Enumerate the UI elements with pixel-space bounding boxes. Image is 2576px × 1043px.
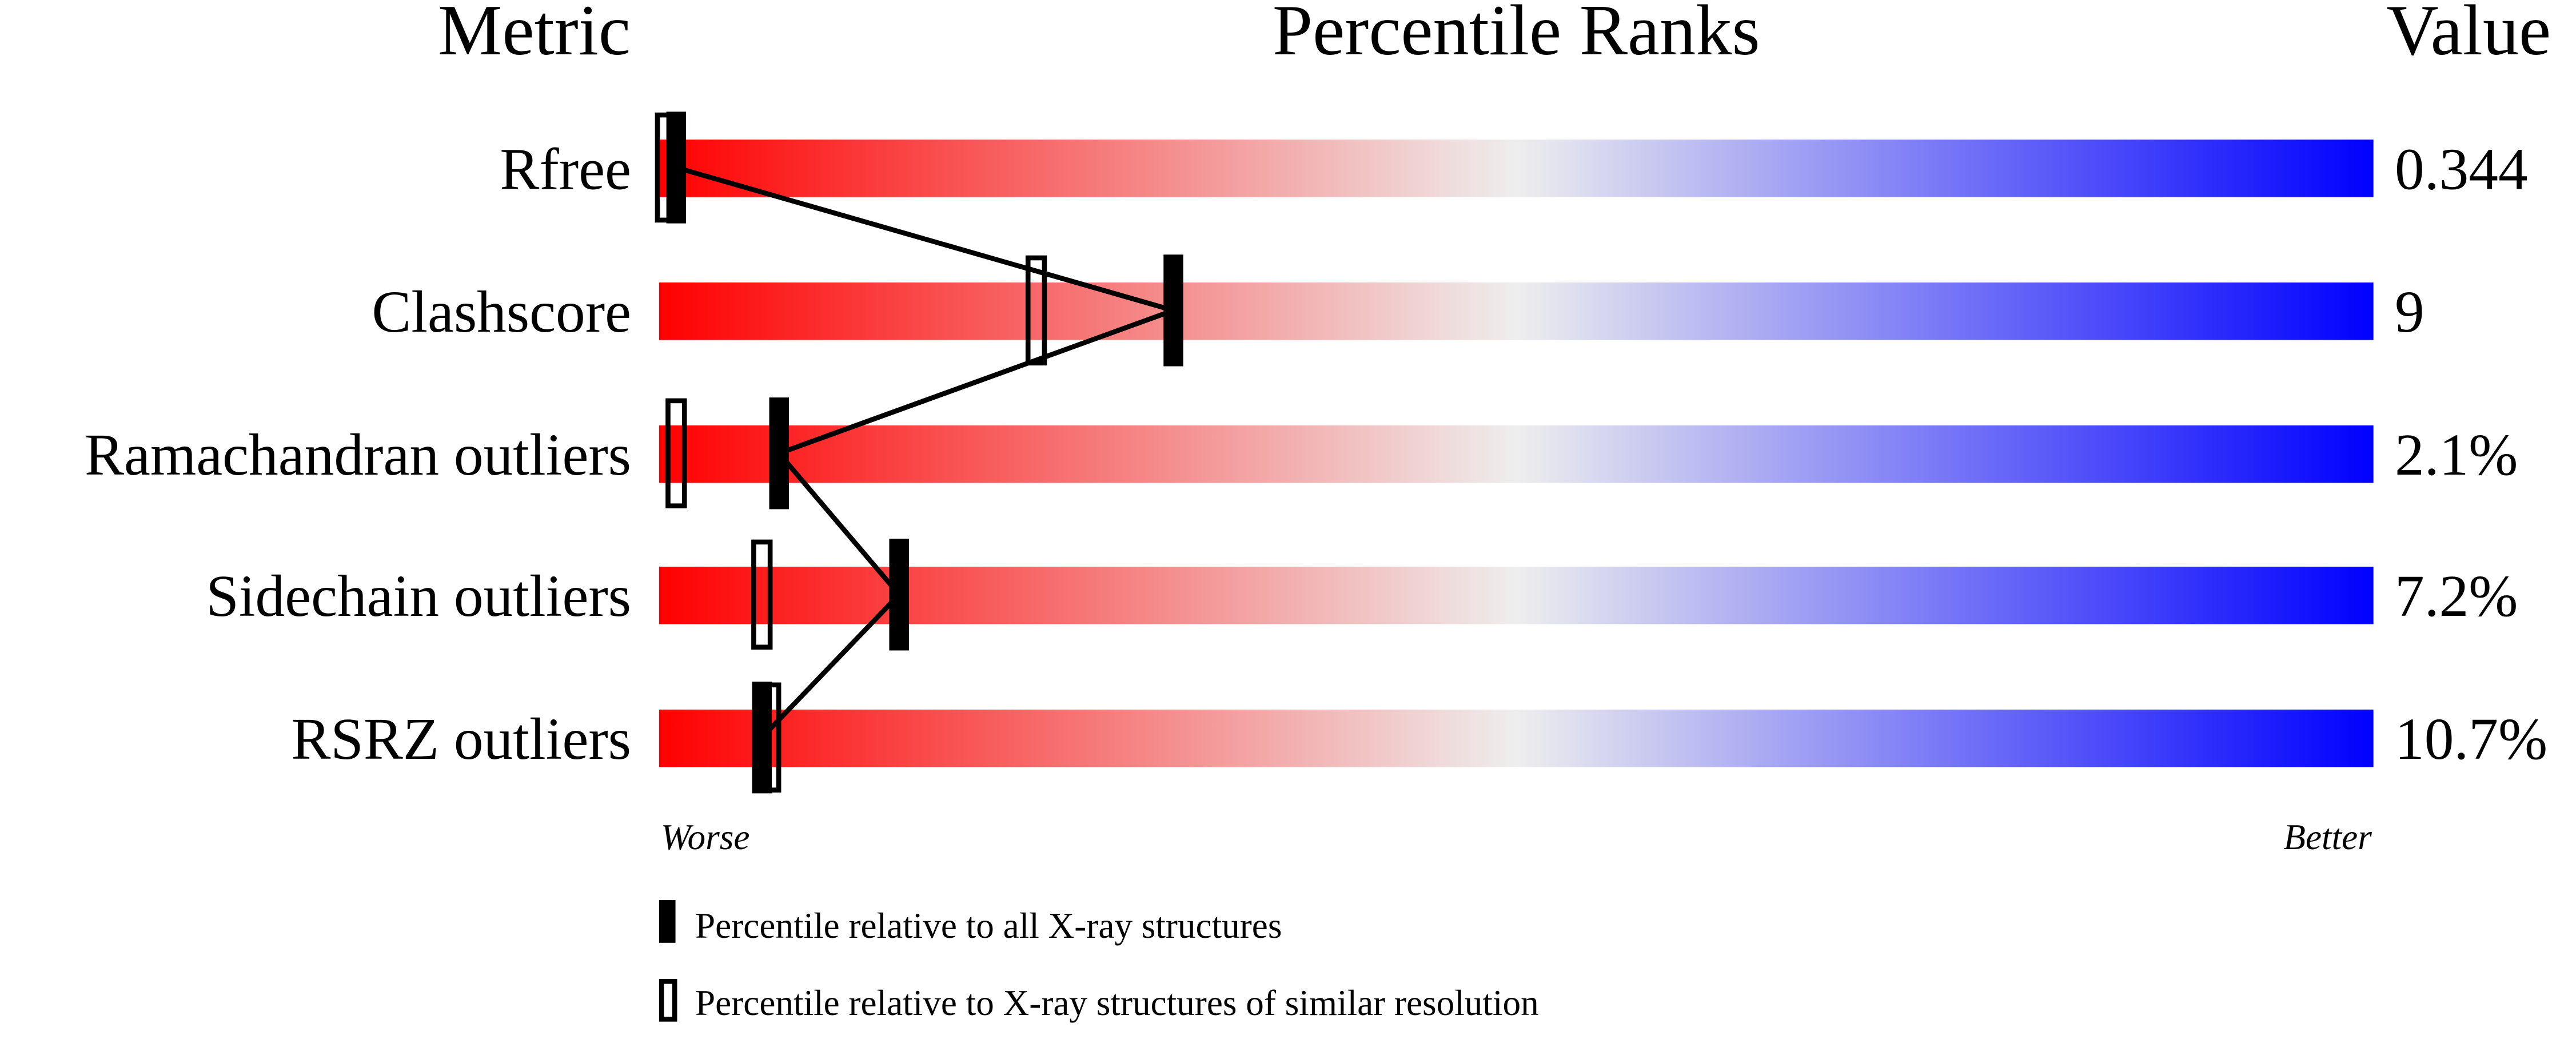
metric-value: 7.2% bbox=[2395, 564, 2518, 629]
similar-resolution-marker bbox=[751, 539, 773, 650]
axis-worse-label: Worse bbox=[661, 817, 750, 857]
all-structures-marker bbox=[769, 397, 789, 509]
all-structures-marker bbox=[1163, 254, 1183, 367]
all-structures-marker bbox=[889, 539, 909, 651]
metric-value: 0.344 bbox=[2395, 137, 2528, 202]
metric-value: 9 bbox=[2395, 280, 2425, 345]
percentile-bar bbox=[659, 140, 2374, 197]
percentile-bar bbox=[659, 709, 2374, 767]
legend-filled-marker bbox=[659, 900, 676, 943]
header-metric: Metric bbox=[438, 0, 631, 70]
metric-label: Clashscore bbox=[372, 280, 631, 345]
legend-all-label: Percentile relative to all X-ray structu… bbox=[695, 906, 1282, 946]
percentile-bar bbox=[659, 282, 2374, 340]
header-value: Value bbox=[2386, 0, 2551, 70]
metric-value: 2.1% bbox=[2395, 423, 2518, 488]
metric-label: Sidechain outliers bbox=[206, 564, 631, 629]
all-structures-marker bbox=[752, 682, 772, 794]
similar-resolution-marker bbox=[665, 398, 687, 509]
similar-resolution-marker bbox=[1025, 255, 1047, 366]
metric-label: Rfree bbox=[500, 137, 631, 202]
all-structures-marker bbox=[666, 112, 687, 224]
metric-label: RSRZ outliers bbox=[291, 707, 631, 772]
percentile-bar bbox=[659, 566, 2374, 624]
legend-similar-label: Percentile relative to X-ray structures … bbox=[695, 983, 1539, 1023]
header-percentile-ranks: Percentile Ranks bbox=[1273, 0, 1760, 70]
metric-value: 10.7% bbox=[2395, 707, 2547, 772]
axis-better-label: Better bbox=[2283, 817, 2372, 857]
legend-open-marker bbox=[659, 978, 677, 1022]
percentile-bar bbox=[659, 425, 2374, 483]
metric-label: Ramachandran outliers bbox=[85, 423, 631, 488]
